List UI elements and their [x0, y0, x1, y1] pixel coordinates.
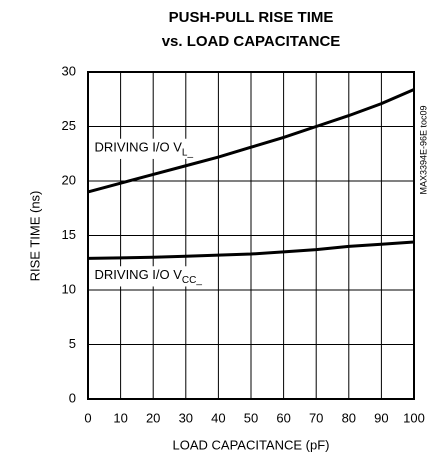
- x-tick-label: 80: [342, 410, 356, 425]
- x-tick-label: 10: [113, 410, 127, 425]
- chart-title: PUSH-PULL RISE TIME: [169, 9, 334, 26]
- x-tick-label: 30: [179, 410, 193, 425]
- line: [87, 240, 415, 260]
- chart-title: vs. LOAD CAPACITANCE: [162, 33, 341, 50]
- annotation-subscript: CC_: [182, 274, 202, 285]
- y-tick-label: 10: [62, 281, 76, 296]
- side-note: MAX3394E-96E toc09: [418, 105, 428, 194]
- x-tick-label: 60: [276, 410, 290, 425]
- annotation-text: DRIVING I/O V: [95, 140, 183, 155]
- x-tick-label: 90: [374, 410, 388, 425]
- annotation-bg: [92, 266, 205, 287]
- x-tick-label: 20: [146, 410, 160, 425]
- annotation-text: DRIVING I/O V: [95, 267, 183, 282]
- annotation-subscript: L_: [182, 147, 194, 158]
- x-tick-label: 40: [211, 410, 225, 425]
- y-tick-label: 25: [62, 118, 76, 133]
- x-tick-label: 70: [309, 410, 323, 425]
- y-axis-label: RISE TIME (ns): [27, 191, 42, 282]
- x-axis-label: LOAD CAPACITANCE (pF): [173, 437, 330, 452]
- plot-frame: [87, 71, 415, 400]
- y-tick-label: 15: [62, 227, 76, 242]
- x-tick-label: 0: [84, 410, 91, 425]
- x-tick-label: 50: [244, 410, 258, 425]
- annotation: DRIVING I/O VL_: [95, 140, 194, 158]
- y-tick-label: 30: [62, 63, 76, 78]
- annotation-bg: [92, 138, 196, 159]
- y-tick-label: 20: [62, 172, 76, 187]
- x-tick-label: 100: [403, 410, 425, 425]
- annotation: DRIVING I/O VCC_: [95, 267, 203, 285]
- y-tick-label: 5: [69, 336, 76, 351]
- line: [87, 88, 415, 194]
- y-tick-label: 0: [69, 390, 76, 405]
